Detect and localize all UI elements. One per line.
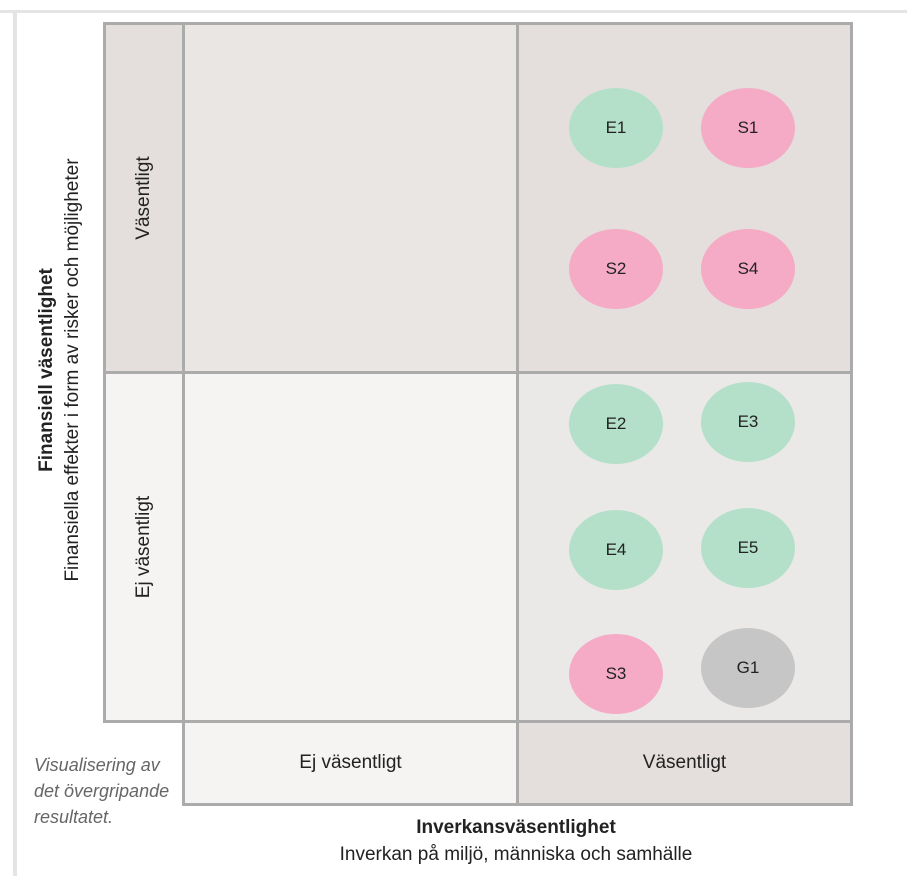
x-axis-title: Inverkansväsentlighet	[416, 817, 616, 838]
topic-code: S2	[605, 259, 627, 278]
topic-bubble-s3: S3	[569, 634, 663, 714]
topic-code: E2	[605, 414, 627, 433]
topic-code: G1	[736, 658, 760, 677]
topic-bubble-s1: S1	[701, 88, 795, 168]
row-label-cell-top: Väsentligt	[103, 22, 185, 374]
y-axis-text: Finansiell väsentlighet Finansiella effe…	[34, 158, 86, 581]
y-axis-subtitle: Finansiella effekter i form av risker oc…	[62, 158, 83, 582]
column-label-cell-left: Ej väsentligt	[182, 720, 519, 806]
left-frame-line	[13, 10, 17, 876]
row-label-bottom: Ej väsentligt	[133, 495, 154, 599]
topic-bubble-s2: S2	[569, 229, 663, 309]
topic-bubble-e4: E4	[569, 510, 663, 590]
topic-code: S4	[737, 259, 759, 278]
top-frame-line	[0, 10, 907, 13]
row-label-cell-bottom: Ej väsentligt	[103, 371, 185, 723]
topic-code: S3	[605, 664, 627, 683]
column-label-cell-right: Väsentligt	[516, 720, 853, 806]
x-axis-label: Inverkansväsentlighet Inverkan på miljö,…	[182, 814, 850, 868]
x-axis-subtitle: Inverkan på miljö, människa och samhälle	[339, 844, 693, 865]
matrix-cell-bottom-left	[182, 371, 519, 723]
topic-bubble-e5: E5	[701, 508, 795, 588]
topic-bubble-g1: G1	[701, 628, 795, 708]
topic-bubble-s4: S4	[701, 229, 795, 309]
column-label-left: Ej väsentligt	[299, 752, 402, 773]
matrix-cell-top-right	[516, 22, 853, 374]
y-axis-title: Finansiell väsentlighet	[36, 268, 57, 472]
matrix-cell-bottom-right	[516, 371, 853, 723]
topic-code: E1	[605, 118, 627, 137]
topic-code: E4	[605, 540, 627, 559]
topic-code: E5	[737, 538, 759, 557]
y-axis-label: Finansiell väsentlighet Finansiella effe…	[14, 20, 106, 720]
topic-bubble-e1: E1	[569, 88, 663, 168]
topic-code: E3	[737, 412, 759, 431]
column-label-right: Väsentligt	[642, 752, 727, 773]
matrix-cell-top-left	[182, 22, 519, 374]
row-label-top: Väsentligt	[133, 156, 154, 240]
topic-bubble-e3: E3	[701, 382, 795, 462]
topic-code: S1	[737, 118, 759, 137]
figure-caption: Visualisering av det övergripande result…	[34, 755, 170, 827]
topic-bubble-e2: E2	[569, 384, 663, 464]
